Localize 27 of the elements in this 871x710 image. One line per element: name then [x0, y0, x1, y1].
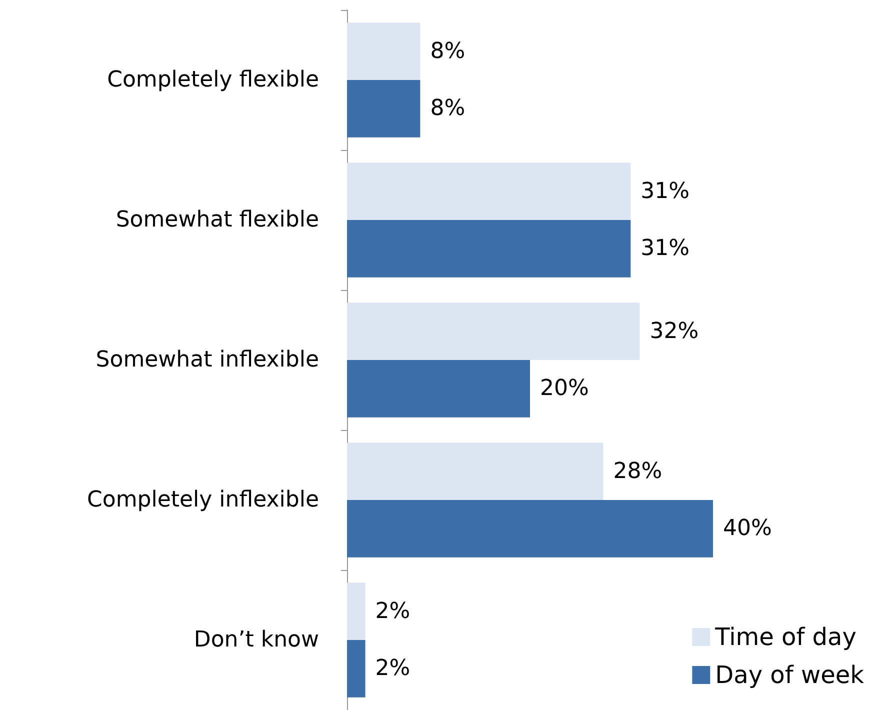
data-label: 8%	[430, 38, 466, 64]
y-tick-label: Somewhat inflexible	[96, 348, 319, 372]
bar	[347, 640, 366, 698]
bar	[347, 302, 640, 360]
bar	[347, 22, 420, 80]
legend-label: Day of week	[715, 661, 864, 689]
data-label: 2%	[375, 656, 410, 682]
data-label: 31%	[640, 178, 690, 204]
bar	[347, 360, 530, 418]
data-label: 2%	[375, 598, 410, 624]
y-tick-label: Somewhat flexible	[116, 208, 319, 232]
bar	[347, 500, 713, 558]
y-tick-label: Completely inflexible	[87, 488, 319, 512]
bar	[347, 442, 604, 500]
data-label: 8%	[430, 96, 466, 122]
bar	[347, 582, 366, 640]
bar	[347, 162, 631, 220]
legend-label: Time of day	[714, 623, 856, 651]
data-label: 32%	[650, 318, 699, 344]
y-tick-label: Completely flexible	[107, 68, 319, 92]
bar	[347, 220, 631, 278]
data-label: 31%	[640, 236, 690, 262]
data-label: 40%	[723, 516, 772, 542]
data-label: 20%	[540, 376, 589, 402]
data-label: 28%	[613, 458, 662, 484]
y-tick-label: Don’t know	[194, 628, 320, 652]
bar	[347, 80, 420, 138]
